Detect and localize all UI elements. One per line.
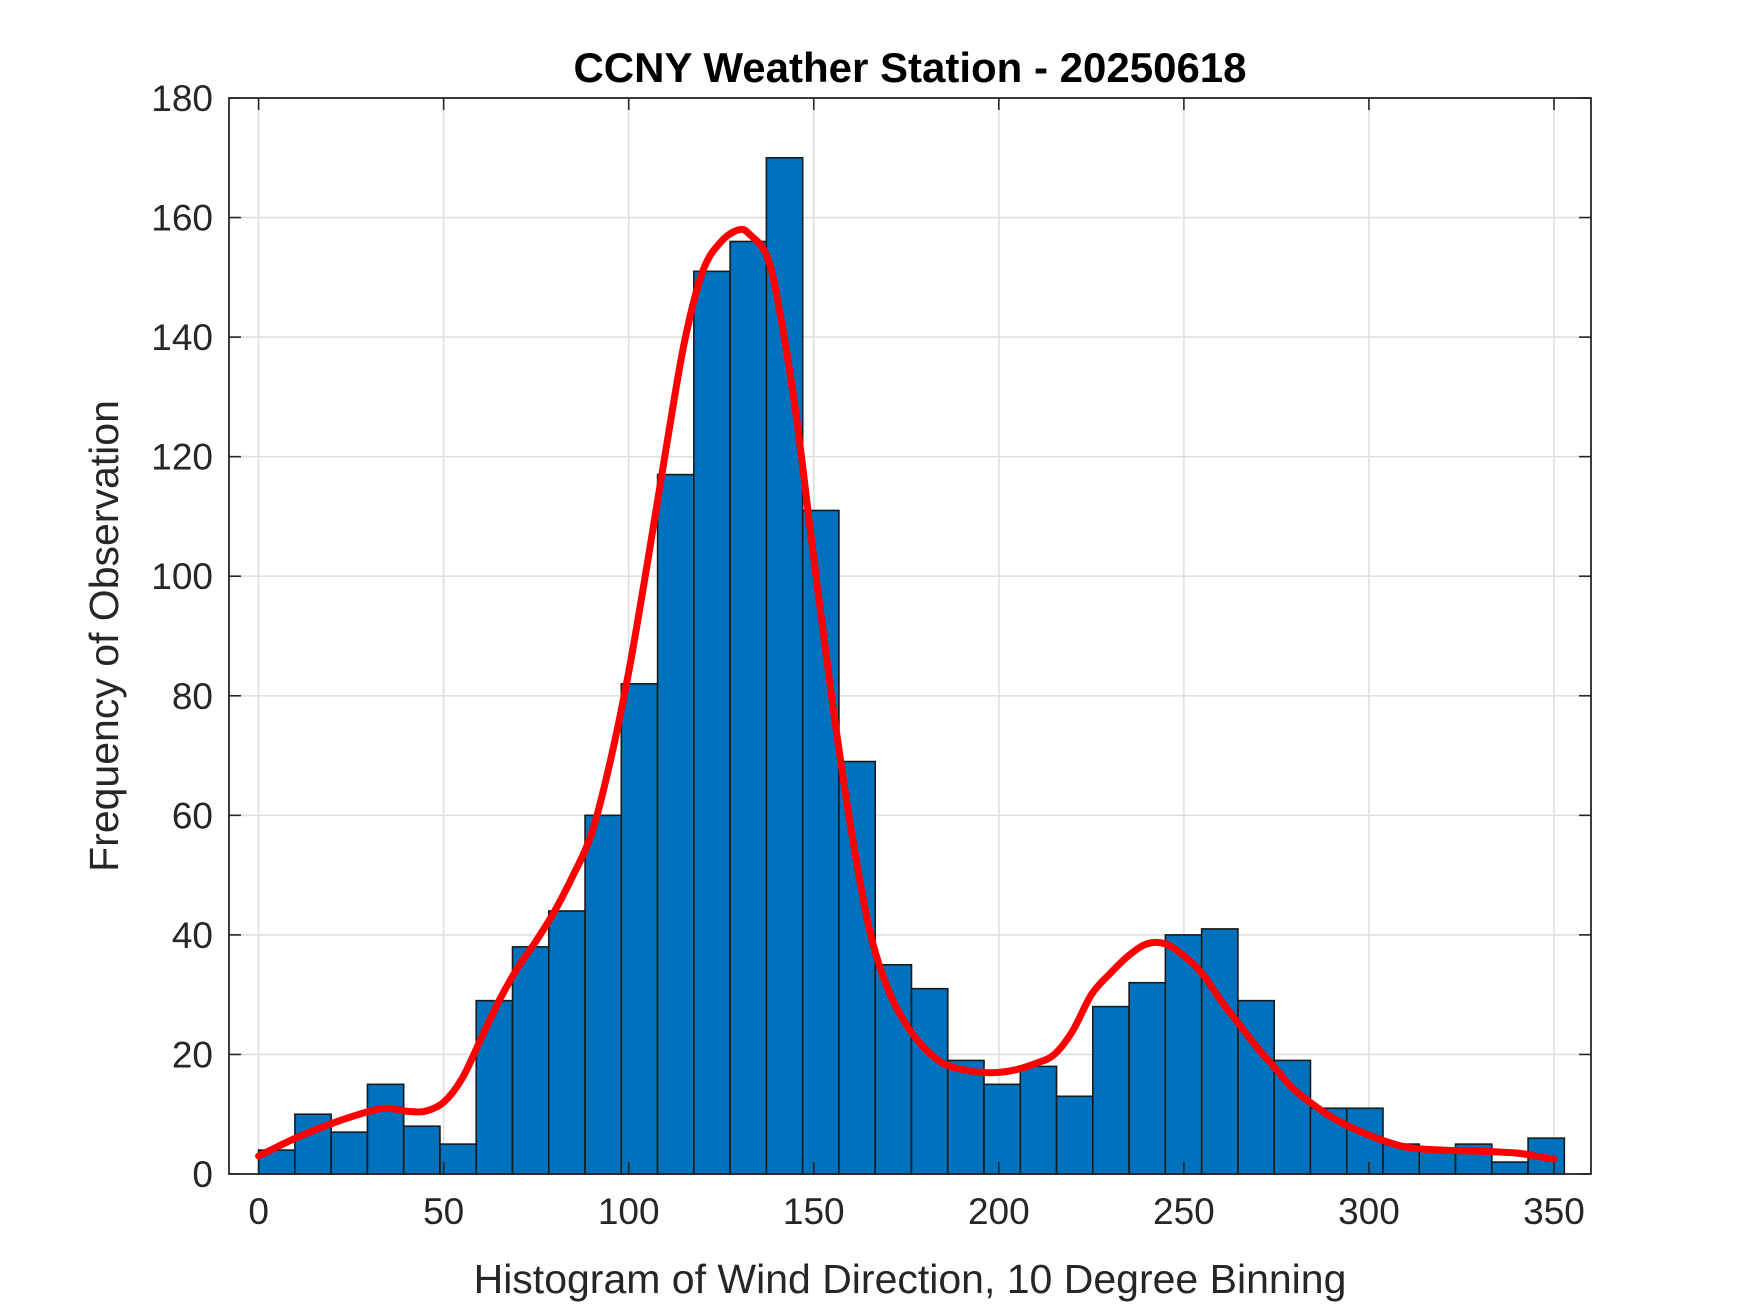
histogram-bar [656,473,695,1175]
grid-layer [229,97,1591,1175]
y-tick-label: 80 [172,676,213,717]
x-tick-labels: 0 50 100 150 200 250 300 350 [248,1191,1585,1232]
histogram-bar [620,683,659,1175]
x-tick-label: 350 [1523,1191,1585,1232]
histogram-bar [475,999,514,1175]
histogram-bar [1019,1065,1058,1175]
y-tick-label: 140 [151,317,213,358]
y-tick-label: 20 [172,1034,213,1075]
histogram-bar [1055,1095,1094,1175]
x-tick-label: 100 [598,1191,660,1232]
histogram-bar [1491,1161,1529,1175]
histogram-bar [838,760,877,1175]
histogram-bar [511,946,550,1175]
x-axis-label: Histogram of Wind Direction, 10 Degree B… [474,1256,1347,1302]
histogram-bar [402,1125,441,1175]
ticks-layer [229,97,1591,1175]
y-tick-label: 160 [151,198,213,239]
y-tick-label: 60 [172,795,213,836]
x-tick-label: 150 [783,1191,845,1232]
x-tick-label: 50 [423,1191,464,1232]
x-tick-label: 300 [1338,1191,1400,1232]
chart-title: CCNY Weather Station - 20250618 [573,44,1246,91]
histogram-bar [729,240,768,1175]
histogram-bar [946,1059,985,1175]
y-tick-label: 40 [172,915,213,956]
x-tick-label: 200 [968,1191,1030,1232]
histogram-bar [1128,981,1167,1175]
x-tick-label: 0 [248,1191,269,1232]
y-tick-label: 120 [151,437,213,478]
y-tick-labels: 0 20 40 60 80 100 120 140 160 180 [151,78,213,1195]
curve-layer [255,225,1558,1163]
histogram-bar [983,1083,1022,1175]
histogram-bar [693,270,731,1175]
histogram-bar [1200,928,1239,1175]
histogram-bar [1092,1005,1130,1175]
bars-layer [257,156,1566,1175]
histogram-bar [584,814,623,1175]
histogram-bar [547,910,586,1175]
histogram-bar [910,987,949,1175]
y-tick-label: 100 [151,556,213,597]
y-axis-label: Frequency of Observation [81,400,127,872]
density-fit-line [255,225,1558,1163]
histogram-bar [366,1083,405,1175]
axes-box [228,97,1592,1175]
histogram-bar [439,1143,478,1175]
histogram-bar [765,156,804,1175]
y-tick-label: 180 [151,78,213,119]
x-tick-label: 250 [1153,1191,1215,1232]
y-tick-label: 0 [192,1154,213,1195]
histogram-bar [330,1131,369,1175]
